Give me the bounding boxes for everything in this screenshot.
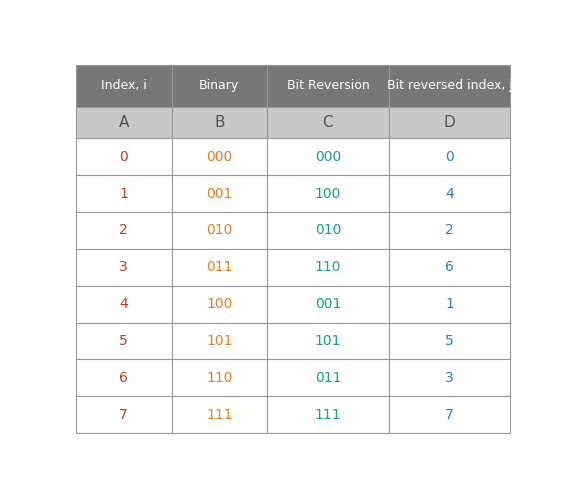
Bar xyxy=(76,249,172,286)
Bar xyxy=(76,107,172,138)
Text: Bit reversed index, j: Bit reversed index, j xyxy=(387,79,513,92)
Text: 100: 100 xyxy=(315,187,341,201)
Bar xyxy=(389,107,510,138)
Bar xyxy=(267,107,389,138)
Bar xyxy=(76,396,172,433)
Bar xyxy=(76,323,172,359)
Bar xyxy=(76,138,172,175)
Text: 0: 0 xyxy=(120,150,128,164)
Bar xyxy=(76,359,172,396)
Bar xyxy=(172,323,267,359)
Bar xyxy=(172,286,267,323)
Bar xyxy=(389,249,510,286)
Bar xyxy=(172,65,267,107)
Text: 010: 010 xyxy=(206,223,232,238)
Text: B: B xyxy=(214,115,225,130)
Bar xyxy=(267,138,389,175)
Bar xyxy=(389,359,510,396)
Text: A: A xyxy=(118,115,129,130)
Bar xyxy=(76,212,172,249)
Text: 7: 7 xyxy=(120,408,128,422)
Text: 2: 2 xyxy=(445,223,454,238)
Text: 100: 100 xyxy=(206,297,232,311)
Text: 001: 001 xyxy=(206,187,232,201)
Text: 110: 110 xyxy=(206,371,233,385)
Text: 7: 7 xyxy=(445,408,454,422)
Bar xyxy=(76,65,172,107)
Text: 2: 2 xyxy=(120,223,128,238)
Bar xyxy=(267,396,389,433)
Bar xyxy=(267,212,389,249)
Text: 1: 1 xyxy=(120,187,128,201)
Bar xyxy=(172,107,267,138)
Bar xyxy=(172,249,267,286)
Bar xyxy=(76,175,172,212)
Text: 1: 1 xyxy=(445,297,454,311)
Text: 6: 6 xyxy=(120,371,128,385)
Text: 010: 010 xyxy=(315,223,341,238)
Bar xyxy=(389,212,510,249)
Bar xyxy=(389,396,510,433)
Bar xyxy=(267,359,389,396)
Text: Index, i: Index, i xyxy=(101,79,146,92)
Text: 3: 3 xyxy=(120,260,128,274)
Text: 5: 5 xyxy=(445,334,454,348)
Text: 101: 101 xyxy=(315,334,341,348)
Bar xyxy=(389,175,510,212)
Text: 000: 000 xyxy=(206,150,232,164)
Text: 4: 4 xyxy=(445,187,454,201)
Text: 0: 0 xyxy=(445,150,454,164)
Text: 111: 111 xyxy=(315,408,341,422)
Text: 6: 6 xyxy=(445,260,454,274)
Bar xyxy=(172,212,267,249)
Text: Binary: Binary xyxy=(199,79,240,92)
Bar xyxy=(172,396,267,433)
Text: 000: 000 xyxy=(315,150,341,164)
Bar xyxy=(267,286,389,323)
Bar xyxy=(389,138,510,175)
Text: 5: 5 xyxy=(120,334,128,348)
Text: 011: 011 xyxy=(315,371,341,385)
Bar xyxy=(389,323,510,359)
Bar xyxy=(267,65,389,107)
Text: 011: 011 xyxy=(206,260,233,274)
Bar xyxy=(389,286,510,323)
Text: 4: 4 xyxy=(120,297,128,311)
Text: 3: 3 xyxy=(445,371,454,385)
Bar xyxy=(267,323,389,359)
Text: D: D xyxy=(444,115,455,130)
Bar xyxy=(267,249,389,286)
Bar xyxy=(172,138,267,175)
Text: 001: 001 xyxy=(315,297,341,311)
Text: 101: 101 xyxy=(206,334,233,348)
Bar xyxy=(267,175,389,212)
Text: Bit Reversion: Bit Reversion xyxy=(287,79,370,92)
Bar xyxy=(172,175,267,212)
Bar xyxy=(172,359,267,396)
Text: 110: 110 xyxy=(315,260,341,274)
Bar xyxy=(76,286,172,323)
Text: 111: 111 xyxy=(206,408,233,422)
Bar xyxy=(389,65,510,107)
Text: C: C xyxy=(323,115,333,130)
